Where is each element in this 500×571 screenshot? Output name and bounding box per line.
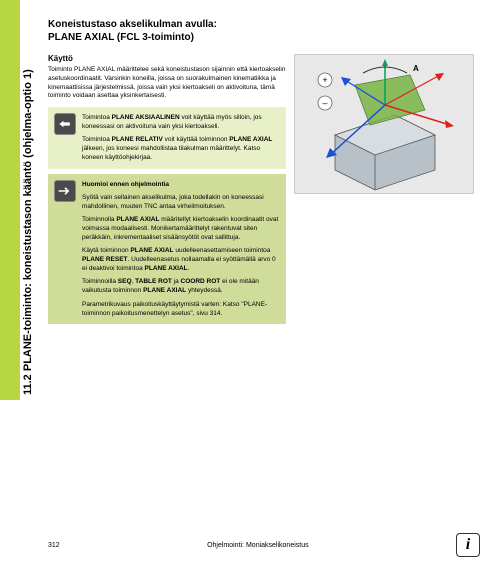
title-line1: Koneistustaso akselikulman avulla:	[48, 19, 217, 30]
callout2-p4: Toiminnoilla SEQ, TABLE ROT ja COORD ROT…	[82, 277, 280, 295]
diagram-label-a: A	[413, 64, 419, 73]
usage-para-text: Toiminto PLANE AXIAL määrittelee sekä ko…	[48, 66, 286, 99]
callout2-p1: Syötä vain sellainen akselikulma, joka t…	[82, 193, 280, 211]
info-icon: i	[456, 533, 480, 557]
callout-tip: Toimintoa PLANE AKSIAALINEN voit käyttää…	[48, 107, 286, 168]
sidebar-tab	[0, 0, 20, 400]
usage-heading: Käyttö	[48, 54, 286, 63]
callout2-p5: Parametrikuvaus paikoituskäyttäytymistä …	[82, 300, 280, 318]
sidebar-label: 11.2 PLANE-toiminto: koneistustason kään…	[22, 69, 34, 395]
usage-para: Toiminto PLANE AXIAL määrittelee sekä ko…	[48, 66, 286, 101]
page-title: Koneistustaso akselikulman avulla: PLANE…	[48, 18, 478, 44]
callout-warning-body: Huomioi ennen ohjelmointia Syötä vain se…	[82, 180, 280, 318]
callout2-p3: Käytä toiminnon PLANE AXIAL uudelleenase…	[82, 246, 280, 273]
page-content: Koneistustaso akselikulman avulla: PLANE…	[48, 18, 478, 329]
diagram-column: A + –	[294, 54, 474, 329]
callout1-p2: Toimintoa PLANE RELATIV voit käyttää toi…	[82, 135, 280, 162]
callout2-p2: Toiminnolla PLANE AXIAL määritellyt kier…	[82, 215, 280, 242]
page-footer: 312 Ohjelmointi: Moniakselikoneistus i	[48, 533, 480, 557]
chapter-name: Ohjelmointi: Moniakselikoneistus	[207, 542, 309, 549]
callout-warning: Huomioi ennen ohjelmointia Syötä vain se…	[48, 174, 286, 324]
hand-icon	[54, 113, 76, 135]
callout-tip-body: Toimintoa PLANE AKSIAALINEN voit käyttää…	[82, 113, 280, 162]
axis-diagram: A + –	[294, 54, 474, 194]
diagram-minus: –	[322, 98, 327, 108]
callout1-p1: Toimintoa PLANE AKSIAALINEN voit käyttää…	[82, 113, 280, 131]
diagram-plus: +	[322, 75, 327, 85]
arrow-icon	[54, 180, 76, 202]
text-column: Käyttö Toiminto PLANE AXIAL määrittelee …	[48, 54, 286, 329]
callout2-title: Huomioi ennen ohjelmointia	[82, 180, 280, 189]
page-number: 312	[48, 542, 60, 549]
title-line2: PLANE AXIAL (FCL 3-toiminto)	[48, 32, 194, 43]
